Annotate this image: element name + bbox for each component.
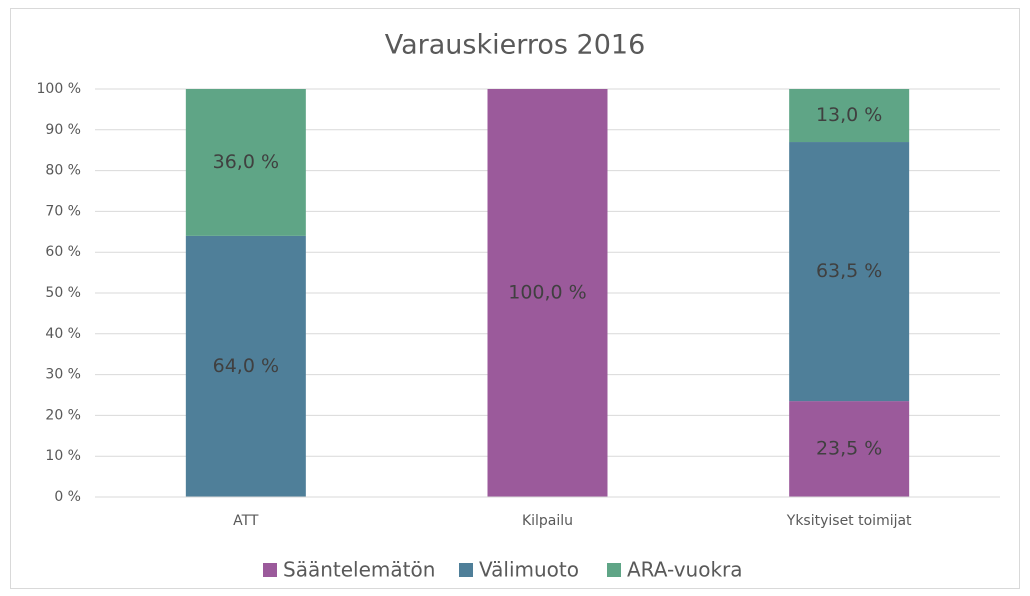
bar-segment	[185, 89, 306, 236]
chart-title: Varauskierros 2016	[385, 30, 646, 61]
y-tick-label: 0 %	[54, 489, 81, 505]
x-tick-label: Kilpailu	[522, 513, 573, 529]
data-label: 64,0 %	[213, 355, 279, 377]
legend-label: ARA-vuokra	[627, 558, 743, 582]
bar-segment	[185, 235, 306, 497]
y-tick-label: 100 %	[37, 81, 81, 97]
data-label: 23,5 %	[816, 438, 882, 460]
y-tick-label: 20 %	[45, 407, 81, 423]
legend-label: Välimuoto	[479, 558, 579, 582]
bar-segment	[789, 401, 910, 497]
data-label: 36,0 %	[213, 151, 279, 173]
data-label: 100,0 %	[508, 282, 587, 304]
y-tick-label: 30 %	[45, 367, 81, 383]
x-tick-label: Yksityiset toimijat	[786, 513, 912, 529]
y-tick-label: 90 %	[45, 122, 81, 138]
data-label: 13,0 %	[816, 104, 882, 126]
legend-label: Sääntelemätön	[283, 558, 435, 582]
y-tick-label: 80 %	[45, 163, 81, 179]
y-tick-label: 10 %	[45, 448, 81, 464]
y-tick-label: 70 %	[45, 203, 81, 219]
y-tick-label: 40 %	[45, 326, 81, 342]
legend-swatch	[459, 563, 473, 577]
legend-swatch	[607, 563, 621, 577]
y-tick-label: 60 %	[45, 244, 81, 260]
bar-segment	[789, 89, 910, 143]
bar-segment	[487, 89, 608, 497]
bar-segment	[789, 142, 910, 402]
data-label: 63,5 %	[816, 260, 882, 282]
y-tick-label: 50 %	[45, 285, 81, 301]
x-tick-label: ATT	[233, 513, 259, 529]
legend-swatch	[263, 563, 277, 577]
